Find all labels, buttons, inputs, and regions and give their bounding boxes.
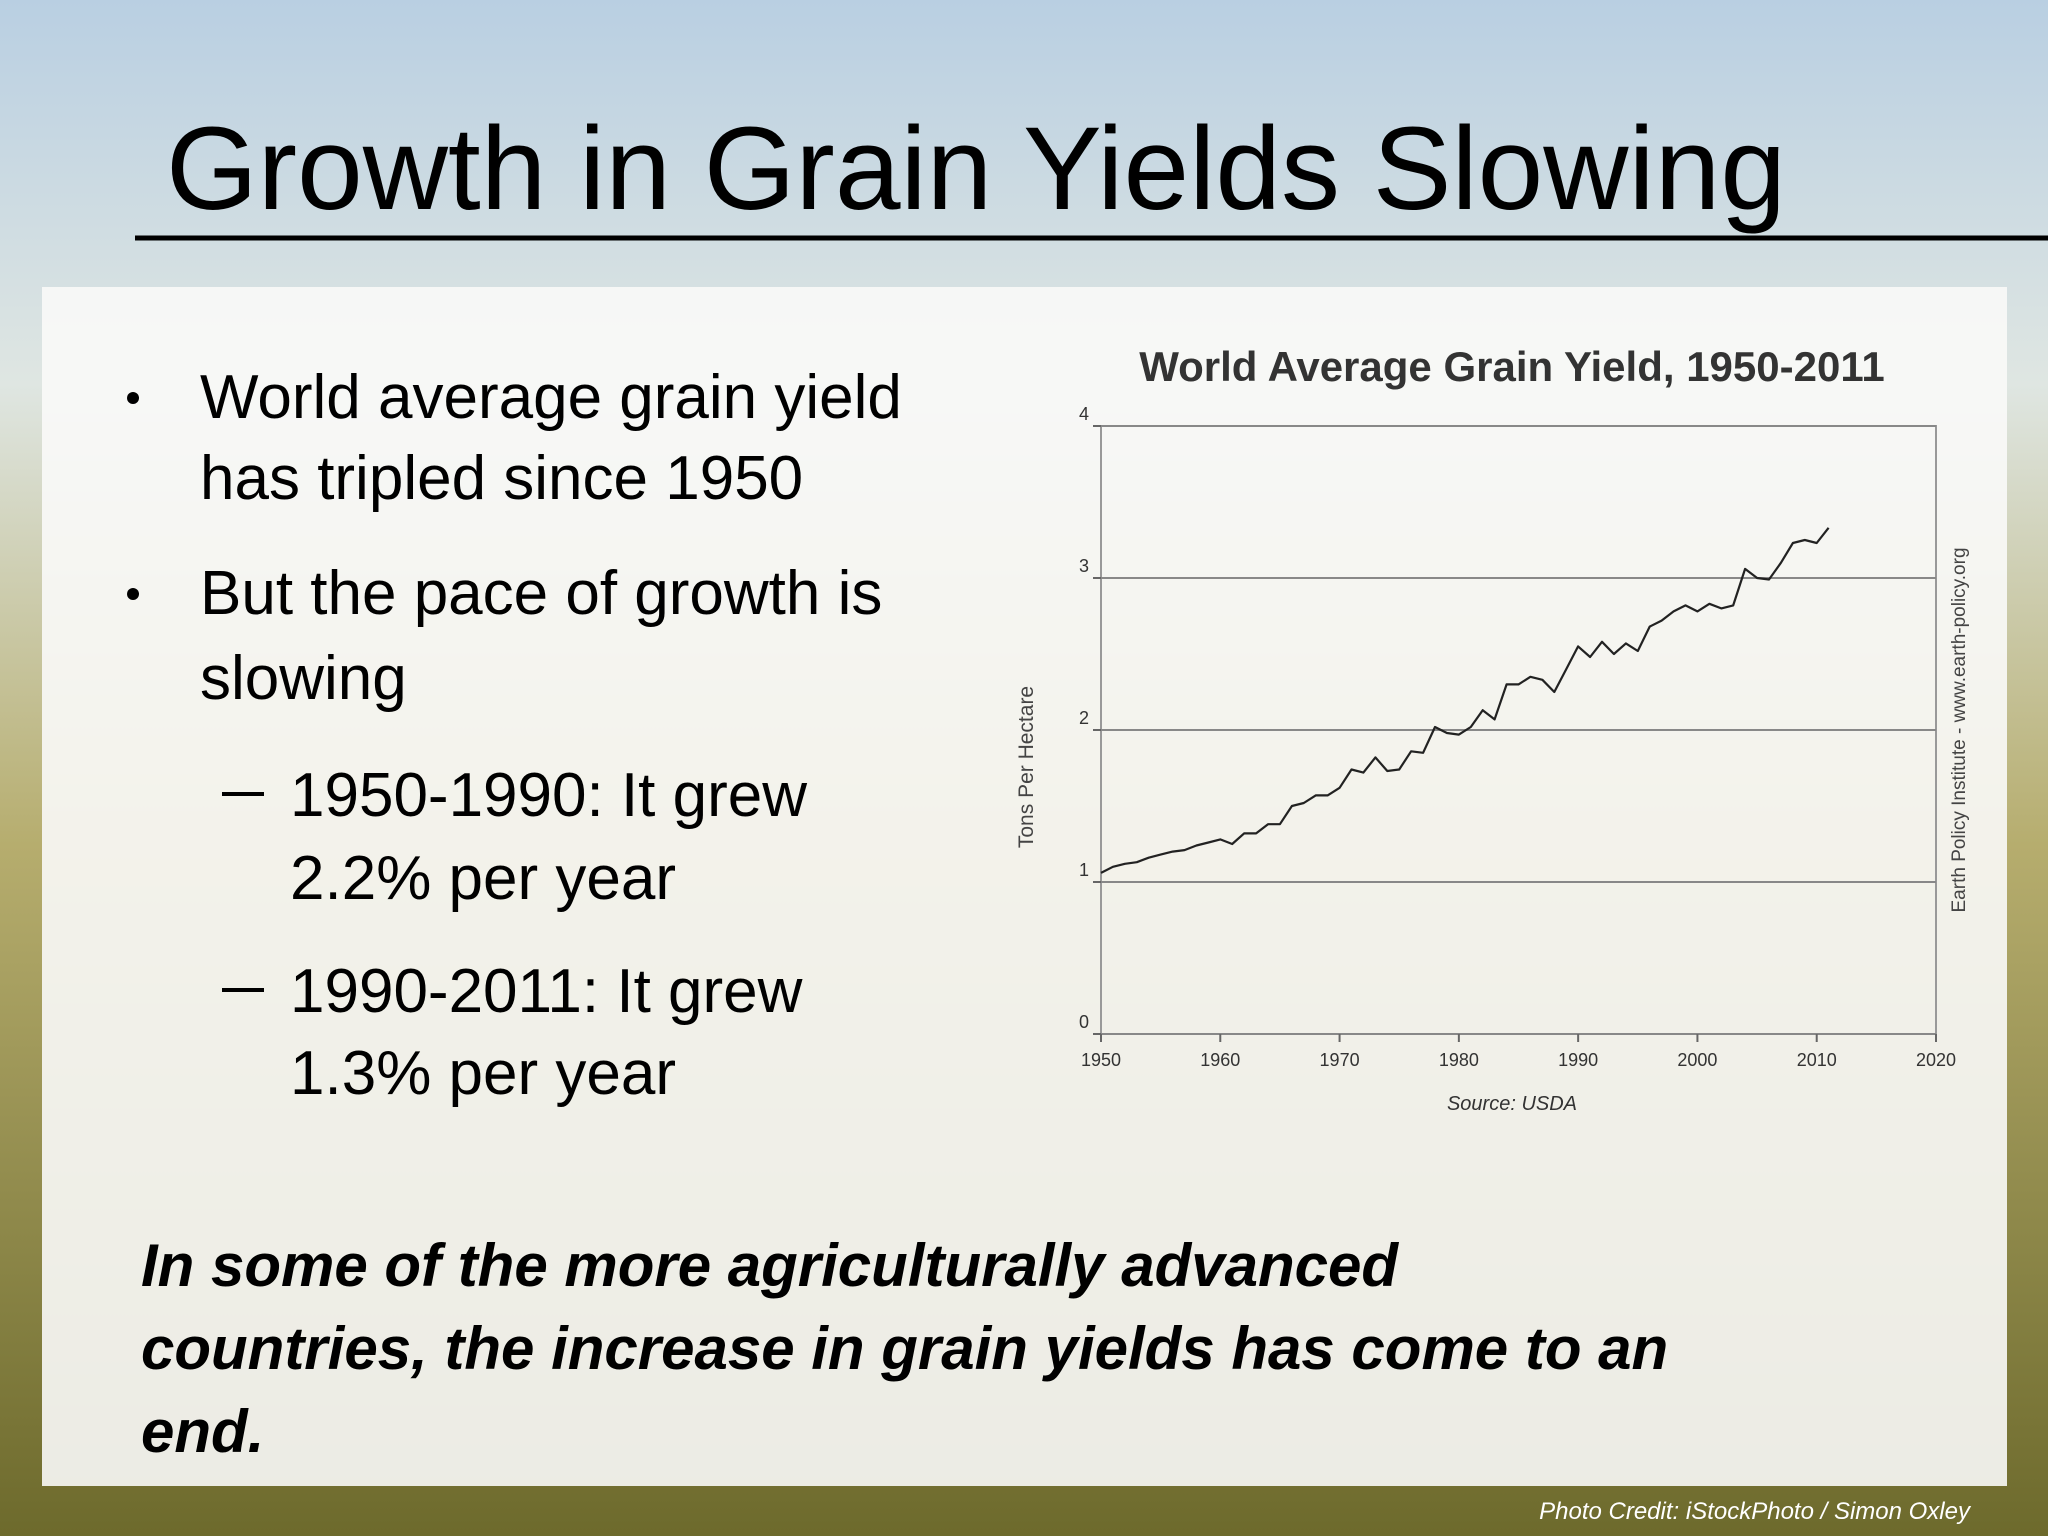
text-layer: World average grain yield has tripled sin… [127,363,1972,1525]
y-tick-label: 1 [1079,860,1089,880]
x-tick-label: 1950 [1081,1050,1121,1070]
conclusion-text: countries, the increase in grain yields … [141,1315,1668,1382]
data-line [1100,527,1830,874]
photo-credit: Photo Credit: iStockPhoto / Simon Oxley [1539,1498,1972,1525]
conclusion-text: end. [141,1398,264,1465]
sub-bullet-text: 1990-2011: It grew [290,957,803,1026]
sub-bullet-text: 1950-1990: It grew [290,761,807,830]
x-tick-label: 1970 [1320,1050,1360,1070]
x-tick-label: 1990 [1558,1050,1598,1070]
x-tick-label: 2020 [1916,1050,1956,1070]
bullet-text: But the pace of growth is [200,559,882,628]
sub-bullet-text: 1.3% per year [290,1039,676,1108]
bullet-text: has tripled since 1950 [200,444,803,513]
side-note: Earth Policy Institute - www.earth-polic… [1949,547,1970,912]
bullet-text: slowing [200,644,407,713]
x-tick-label: 1980 [1439,1050,1479,1070]
y-tick-label: 3 [1079,556,1089,576]
bullet-dot [127,588,139,600]
bullet-text: World average grain yield [200,363,902,432]
content-panel [42,287,2007,1486]
x-tick-label: 2010 [1797,1050,1837,1070]
chart-title: World Average Grain Yield, 1950-2011 [1139,343,1884,390]
chart: World Average Grain Yield, 1950-2011 0 1 2 3… [1015,343,1970,1115]
bullet-dot [127,392,139,404]
y-axis-label: Tons Per Hectare [1015,686,1038,848]
y-tick-label: 4 [1079,404,1089,424]
slide-title: Growth in Grain Yields Slowing [166,103,1786,235]
chart-source: Source: USDA [1447,1093,1577,1115]
y-tick-label: 0 [1079,1012,1089,1032]
y-tick-label: 2 [1079,708,1089,728]
conclusion-text: In some of the more agriculturally advan… [141,1232,1399,1299]
x-tick-label: 2000 [1677,1050,1717,1070]
x-tick-label: 1960 [1200,1050,1240,1070]
sub-bullet-text: 2.2% per year [290,844,676,913]
